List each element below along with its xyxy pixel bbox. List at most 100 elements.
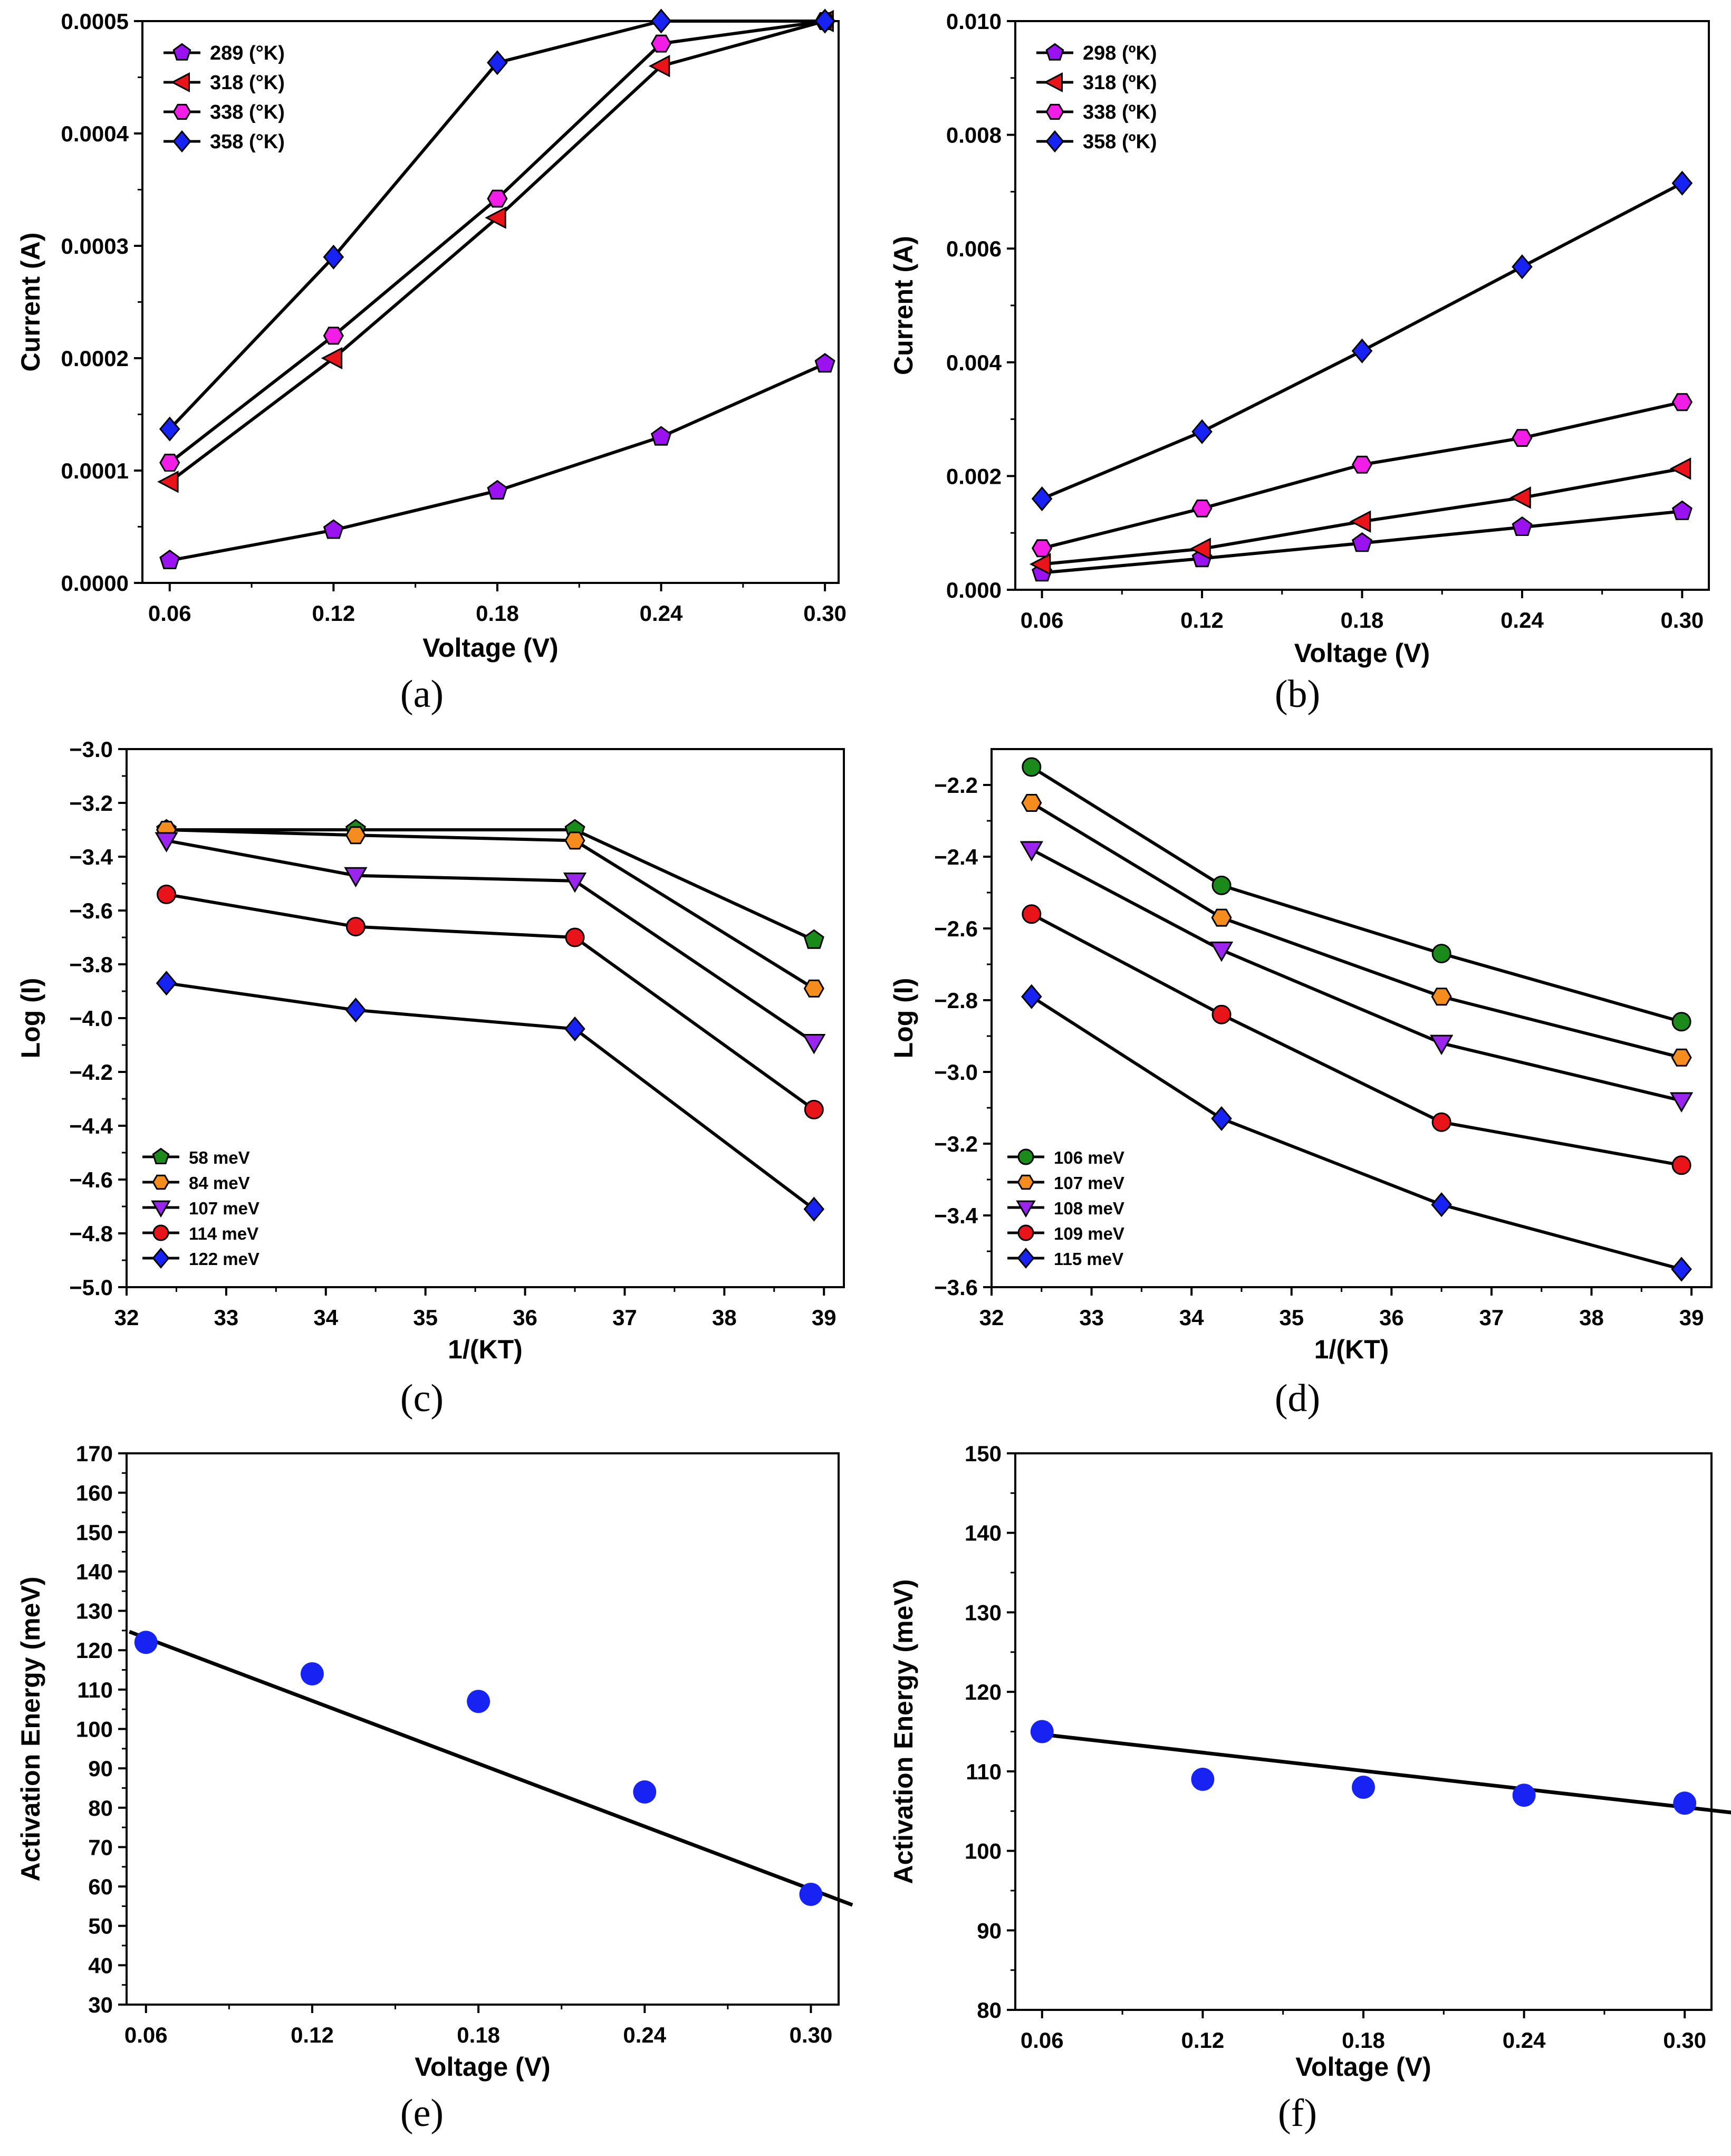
legend-marker (152, 1147, 170, 1164)
data-point (300, 1662, 324, 1685)
data-point (650, 426, 672, 446)
x-tick-label: 0.30 (1661, 608, 1704, 633)
data-point (1030, 1720, 1054, 1743)
data-point (321, 347, 343, 370)
y-tick-label: −3.2 (934, 1132, 978, 1156)
x-tick-label: 33 (214, 1305, 239, 1330)
y-axis-label: Current (A) (889, 236, 918, 375)
data-point (134, 1631, 158, 1654)
x-tick-label: 0.18 (1342, 2028, 1385, 2053)
x-axis-label: Voltage (V) (1295, 2052, 1431, 2082)
x-axis-label: Voltage (V) (415, 2052, 550, 2082)
series-line (166, 828, 815, 990)
data-point (1209, 941, 1234, 962)
data-point (1431, 1112, 1451, 1132)
data-point (1429, 1034, 1454, 1056)
data-point (487, 480, 508, 500)
data-point (1351, 455, 1373, 474)
x-tick-label: 35 (413, 1305, 438, 1330)
legend: 58 meV 84 meV 107 meV 114 meV 122 meV (142, 1147, 259, 1269)
x-tick-label: 0.30 (1663, 2028, 1706, 2053)
x-tick-label: 32 (114, 1305, 139, 1330)
y-tick-label: 100 (965, 1839, 1002, 1864)
chart-panel-f: 80 90 100 110 120 130 140 150 0.06 0.12 0.18 0.24 0.… (889, 1441, 1731, 2135)
legend-label: 58 meV (189, 1148, 250, 1167)
y-tick-label: −2.8 (934, 988, 978, 1013)
x-tick-label: 0.06 (1021, 608, 1064, 633)
data-point (1671, 170, 1693, 196)
data-point (487, 50, 508, 75)
y-tick-label: 130 (965, 1600, 1002, 1625)
series-line (1031, 801, 1682, 1059)
legend-marker (152, 1248, 170, 1269)
data-point (564, 1016, 585, 1041)
x-tick-label: 39 (1679, 1305, 1704, 1330)
legend-label: 114 meV (189, 1224, 258, 1243)
data-point (1022, 757, 1042, 777)
x-tick-label: 0.30 (790, 2023, 833, 2047)
data-point (1211, 908, 1232, 927)
data-point (159, 454, 180, 472)
y-tick-label: 60 (88, 1874, 113, 1899)
legend: 298 (ºK) 318 (ºK) 338 (ºK) 358 (ºK) (1036, 42, 1157, 153)
data-point (1671, 500, 1692, 520)
legend-marker (1043, 72, 1063, 92)
y-tick-label: −3.0 (934, 1060, 978, 1085)
y-tick-label: 140 (76, 1559, 113, 1584)
data-point (323, 244, 344, 270)
y-tick-label: 120 (76, 1638, 113, 1663)
y-tick-label: 150 (965, 1441, 1002, 1466)
y-tick-label: −4.8 (69, 1221, 113, 1246)
data-point (563, 872, 587, 893)
y-tick-label: 80 (977, 1998, 1002, 2023)
data-point (803, 979, 824, 998)
legend-marker (1017, 1148, 1034, 1165)
y-tick-label: −3.6 (934, 1275, 978, 1300)
data-point (1211, 1106, 1232, 1131)
panel-label: (f) (1278, 2092, 1317, 2135)
series-line (1031, 848, 1682, 1103)
x-tick-label: 36 (513, 1305, 537, 1330)
y-tick-label: −5.0 (69, 1275, 113, 1300)
x-tick-label: 0.12 (1181, 2028, 1225, 2053)
data-point (633, 1780, 657, 1804)
data-point (1351, 532, 1373, 552)
y-tick-label: 0.0002 (61, 346, 129, 371)
y-tick-label: 160 (76, 1481, 113, 1506)
data-point (1671, 1012, 1691, 1032)
legend-marker (172, 130, 191, 153)
data-point (648, 55, 670, 78)
y-tick-label: 130 (76, 1599, 113, 1624)
y-axis-label: Current (A) (16, 233, 45, 372)
panel-label: (c) (400, 1377, 444, 1420)
panel-label: (a) (400, 673, 444, 716)
x-tick-label: 37 (1479, 1305, 1504, 1330)
data-point (159, 416, 180, 442)
y-axis-label: Activation Energy (meV) (889, 1579, 918, 1884)
x-tick-label: 0.06 (1021, 2028, 1064, 2053)
y-tick-label: −2.6 (934, 916, 978, 941)
y-tick-label: 110 (966, 1759, 1002, 1784)
data-point (1671, 1048, 1692, 1067)
legend-label: 122 meV (189, 1249, 259, 1269)
y-tick-label: −4.0 (69, 1006, 113, 1031)
y-tick-label: 170 (76, 1441, 113, 1466)
y-tick-label: −4.4 (69, 1114, 113, 1138)
data-point (1431, 1192, 1452, 1218)
data-point (803, 1196, 825, 1222)
y-tick-label: 0.000 (946, 578, 1002, 602)
data-point (1671, 393, 1693, 411)
data-point (1349, 510, 1371, 533)
legend-marker (151, 1200, 171, 1218)
data-point (323, 519, 344, 539)
legend-label: 358 (°K) (210, 131, 285, 153)
y-tick-label: 100 (76, 1717, 113, 1742)
data-point (1191, 1767, 1215, 1791)
series-line (1031, 765, 1682, 1023)
data-point (1021, 984, 1042, 1009)
data-point (799, 1883, 823, 1906)
x-tick-label: 34 (313, 1305, 338, 1330)
y-tick-label: 50 (88, 1914, 113, 1939)
legend-marker (172, 103, 191, 120)
y-tick-label: 30 (88, 1992, 113, 2017)
